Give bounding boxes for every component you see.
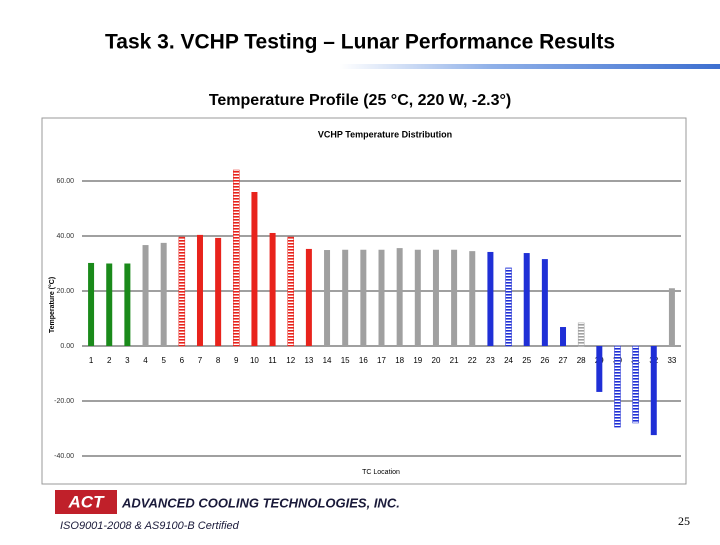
logo-block [55, 490, 117, 514]
bar [124, 263, 131, 346]
x-tick-label: 8 [216, 356, 221, 365]
y-tick-label: -20.00 [54, 398, 74, 405]
x-tick-label: 2 [107, 356, 112, 365]
x-tick-label: 24 [504, 356, 513, 365]
x-tick-label: 11 [268, 356, 277, 365]
bar [342, 249, 349, 346]
bar [142, 245, 149, 346]
y-tick-label: 0.00 [60, 343, 74, 350]
bar [269, 232, 276, 346]
bar [324, 250, 331, 346]
bar [577, 322, 585, 347]
company-band [118, 492, 428, 514]
x-tick-label: 12 [286, 356, 295, 365]
title-rule [340, 64, 720, 69]
x-tick-label: 13 [304, 356, 313, 365]
x-tick-label: 14 [323, 356, 332, 365]
slide-title: Task 3. VCHP Testing – Lunar Performance… [105, 31, 615, 54]
x-tick-label: 3 [125, 356, 130, 365]
bar [523, 253, 530, 346]
y-tick-label: -40.00 [54, 453, 74, 460]
x-tick-label: 9 [234, 356, 239, 365]
bar [360, 249, 367, 346]
logo: ACT [55, 490, 117, 514]
x-tick-label: 21 [450, 356, 459, 365]
bar [196, 234, 203, 346]
x-axis-label: TC Location [362, 469, 400, 476]
bar [414, 249, 421, 346]
x-tick-label: 25 [522, 356, 531, 365]
bar [614, 345, 621, 428]
certification: ISO9001-2008 & AS9100-B Certified [60, 520, 240, 532]
x-tick-label: 28 [577, 356, 586, 365]
bar [233, 169, 240, 347]
company-name: ADVANCED COOLING TECHNOLOGIES, INC. [121, 495, 400, 510]
page-number: 25 [678, 514, 690, 528]
bar [432, 249, 439, 346]
bar [451, 249, 458, 346]
logo-mark: ACT [68, 492, 106, 511]
bar [396, 248, 403, 346]
x-tick-label: 18 [395, 356, 404, 365]
x-tick-label: 6 [180, 356, 185, 365]
y-axis-label: Temperature (°C) [48, 277, 56, 333]
y-tick-label: 20.00 [56, 288, 74, 295]
bar [305, 248, 312, 346]
bar [178, 236, 186, 347]
x-tick-label: 10 [250, 356, 259, 365]
x-tick-label: 26 [540, 356, 549, 365]
slide-subtitle: Temperature Profile (25 °C, 220 W, -2.3°… [209, 92, 511, 109]
x-tick-label: 20 [432, 356, 441, 365]
bar [88, 262, 95, 346]
x-tick-label: 33 [667, 356, 676, 365]
x-tick-label: 27 [559, 356, 568, 365]
x-tick-label: 16 [359, 356, 368, 365]
bar [160, 242, 167, 346]
x-tick-label: 1 [89, 356, 94, 365]
y-tick-label: 60.00 [56, 178, 74, 185]
bar [487, 251, 494, 346]
bar [541, 259, 548, 346]
bar [287, 236, 294, 347]
x-tick-label: 19 [413, 356, 422, 365]
bar [505, 267, 512, 347]
bar [650, 346, 657, 436]
x-tick-label: 5 [161, 356, 166, 365]
bar [215, 237, 222, 346]
y-tick-label: 40.00 [56, 233, 74, 240]
x-tick-label: 23 [486, 356, 495, 365]
x-tick-label: 17 [377, 356, 386, 365]
x-tick-label: 4 [143, 356, 148, 365]
x-tick-label: 7 [198, 356, 203, 365]
chart-title: VCHP Temperature Distribution [318, 129, 452, 139]
bar [668, 288, 675, 346]
bar [560, 327, 567, 346]
bar [632, 345, 639, 424]
bar [378, 249, 385, 346]
bar [106, 263, 113, 346]
bar [251, 192, 258, 346]
bar [469, 251, 476, 346]
bar [596, 346, 603, 392]
x-tick-label: 15 [341, 356, 350, 365]
x-tick-label: 22 [468, 356, 477, 365]
